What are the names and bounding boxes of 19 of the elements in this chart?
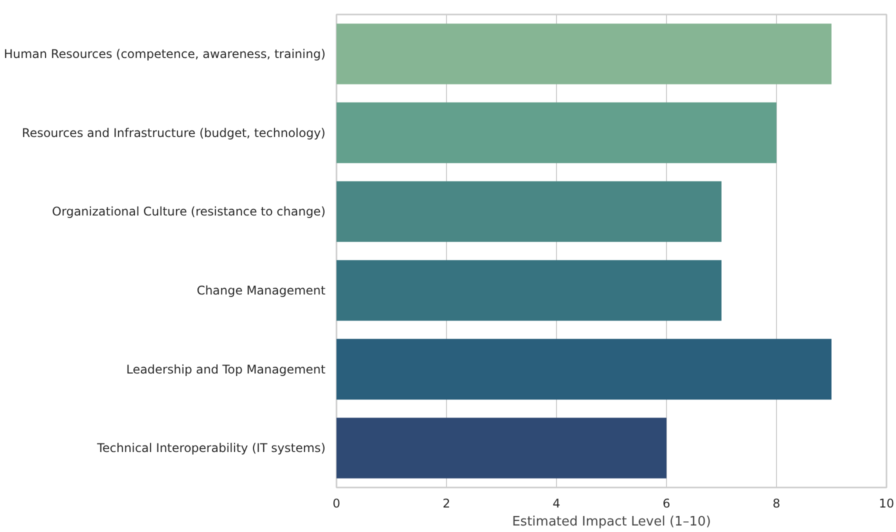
bar (336, 24, 832, 84)
x-tick-label: 8 (772, 496, 780, 510)
x-tick-label: 10 (878, 496, 894, 510)
bar (336, 181, 722, 242)
bar (336, 102, 776, 164)
bar (336, 260, 722, 321)
x-tick-label: 0 (332, 496, 340, 510)
y-tick-label: Organizational Culture (resistance to change) (52, 204, 326, 219)
y-tick-label: Leadership and Top Management (126, 362, 326, 376)
y-tick-label: Human Resources (competence, awareness, training) (4, 46, 326, 61)
bar (336, 418, 666, 478)
x-tick-label: 2 (442, 496, 450, 510)
x-tick-label: 4 (552, 496, 560, 510)
x-axis-title: Estimated Impact Level (1–10) (512, 514, 711, 530)
y-tick-label: Resources and Infrastructure (budget, technology) (22, 126, 326, 140)
x-tick-label: 6 (662, 496, 670, 510)
bar (336, 338, 832, 400)
y-tick-label: Technical Interoperability (IT systems) (96, 441, 326, 456)
y-tick-label: Change Management (196, 283, 326, 298)
